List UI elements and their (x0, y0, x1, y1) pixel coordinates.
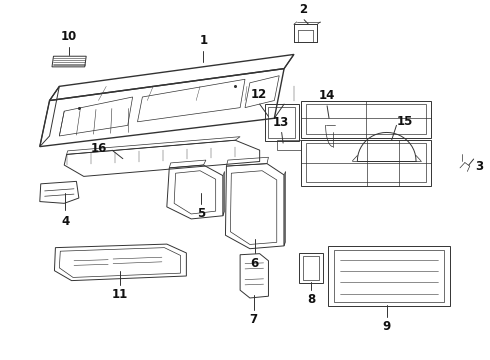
Text: 6: 6 (251, 257, 259, 270)
Text: 11: 11 (112, 288, 128, 301)
Text: 14: 14 (319, 89, 335, 102)
Text: 1: 1 (199, 33, 208, 47)
Text: 2: 2 (299, 3, 307, 16)
Text: 16: 16 (91, 141, 107, 154)
Text: 4: 4 (61, 215, 69, 228)
Text: 10: 10 (61, 30, 77, 43)
Text: 12: 12 (250, 87, 267, 100)
Text: 3: 3 (476, 159, 484, 172)
Text: 13: 13 (272, 116, 289, 129)
Text: 15: 15 (396, 114, 413, 127)
Text: 8: 8 (307, 293, 316, 306)
Text: 5: 5 (197, 207, 205, 220)
Text: 9: 9 (383, 320, 391, 333)
Text: 7: 7 (250, 313, 258, 326)
